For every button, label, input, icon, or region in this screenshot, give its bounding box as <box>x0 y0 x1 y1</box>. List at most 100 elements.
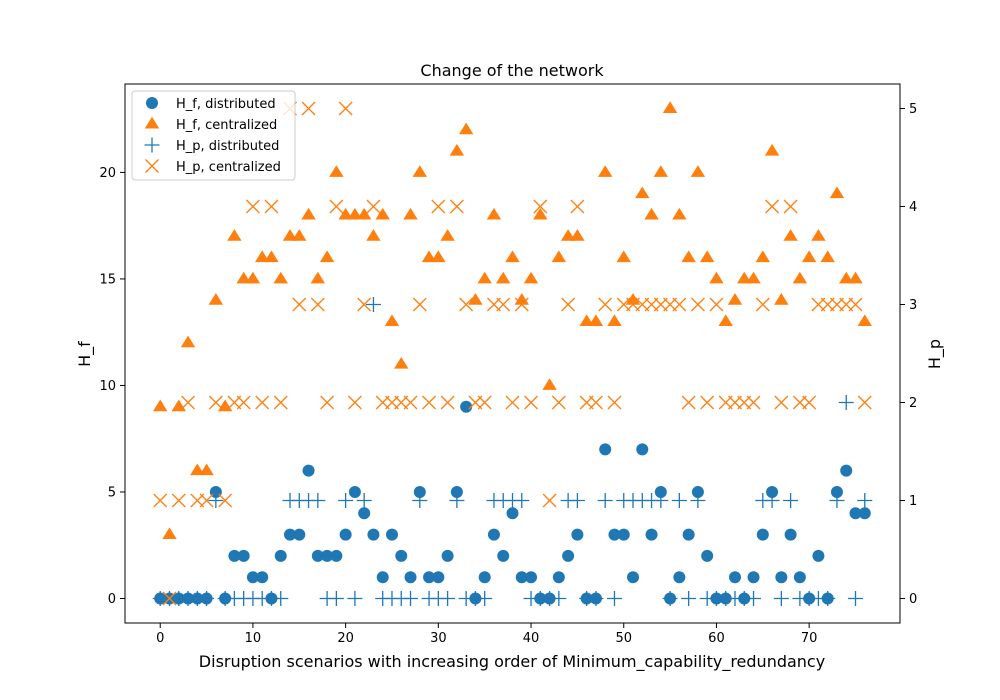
series-2-point-plus <box>551 591 567 606</box>
series-0-point-circle <box>284 528 297 541</box>
right-y-tick-label: 0 <box>909 592 917 607</box>
right-y-axis-ticks: 0 1 2 3 4 5 <box>900 102 917 607</box>
series-3-point-x <box>310 297 325 312</box>
series-0-point-circle <box>293 528 306 541</box>
series-1-point-triangle <box>662 101 678 113</box>
legend-markers <box>144 97 160 173</box>
series-1-point-triangle <box>690 165 706 177</box>
series-1-point-triangle <box>236 271 251 284</box>
series-1-point-triangle <box>644 207 659 220</box>
series-0-point-circle <box>849 507 862 520</box>
series-3-point-x <box>449 199 464 214</box>
series-0-point-circle <box>608 528 621 541</box>
x-tick-label: 30 <box>430 631 447 646</box>
series-1-point-triangle <box>551 250 567 263</box>
series-2-point-plus <box>347 591 363 606</box>
series-1-point-triangle <box>681 250 696 263</box>
series-3-point-x <box>329 199 344 214</box>
series-1-point-triangle <box>718 314 733 327</box>
series-0-point-circle <box>617 528 630 541</box>
series-0-point-circle <box>385 528 398 541</box>
series-0-point-circle <box>274 549 287 562</box>
series-0-point-circle <box>404 571 417 584</box>
series-2-point-plus <box>477 591 493 606</box>
legend-marker-x <box>145 159 159 173</box>
series-2-point-plus <box>773 591 789 606</box>
series-3-point-x <box>672 297 687 312</box>
series-2-point-plus <box>597 493 613 508</box>
series-0-point-circle <box>747 571 760 584</box>
series-1-point-triangle <box>811 229 826 241</box>
series-0-point-circle <box>237 549 250 562</box>
series-1-point-triangle <box>292 229 307 241</box>
series-3-point-x <box>561 297 576 312</box>
series-1-point-triangle <box>774 293 789 305</box>
series-3-point-x <box>570 199 585 214</box>
series-3-point-x <box>524 395 539 410</box>
x-tick-label: 70 <box>801 631 818 646</box>
series-2-point-plus <box>829 493 845 508</box>
series-2-point-plus <box>273 591 289 606</box>
left-y-axis-label: H_f <box>75 341 95 367</box>
series-1-point-triangle <box>755 250 770 263</box>
series-0-point-circle <box>812 549 825 562</box>
series-0-point-circle <box>256 571 269 584</box>
series-0-point-circle <box>348 485 361 498</box>
series-3-point-x <box>301 101 316 116</box>
series-3-point-x <box>292 297 307 312</box>
series-1-point-triangle <box>801 250 817 263</box>
series-0-point-circle <box>395 549 408 562</box>
series-1-point-triangle <box>737 271 752 284</box>
x-tick-label: 0 <box>156 631 164 646</box>
series-2-point-plus <box>356 493 372 508</box>
series-1-point-triangle <box>273 271 288 284</box>
series-0-point-circle <box>525 571 538 584</box>
series-3-point-x <box>607 395 622 410</box>
series-3-point-x <box>709 297 724 312</box>
x-tick-label: 60 <box>708 631 725 646</box>
series-3-point-x <box>588 395 603 410</box>
series-3-point-x <box>236 395 251 410</box>
series-1-point-triangle <box>820 250 835 263</box>
legend-marker-circle <box>146 97 158 109</box>
series-1-point-triangle <box>190 463 205 476</box>
legend-box <box>131 90 296 181</box>
series-1-point-triangle <box>255 250 270 263</box>
series-2-point-plus <box>328 591 344 606</box>
series-0-point-circle <box>228 549 241 562</box>
series-0-point-circle <box>673 571 686 584</box>
series-0-point-circle <box>246 571 259 584</box>
series-3-point-x <box>431 199 446 214</box>
series-0-point-circle <box>793 571 806 584</box>
series-0-point-circle <box>460 400 473 413</box>
series-0-point-circle <box>858 507 871 520</box>
series-0-point-circle <box>701 549 714 562</box>
series-2-point-plus <box>857 493 873 508</box>
series-0-point-circle <box>302 464 315 477</box>
left-y-tick-label: 20 <box>99 166 116 181</box>
series-3-point-x <box>255 395 270 410</box>
series-2-point-plus <box>449 493 465 508</box>
series-3-point-x <box>551 395 566 410</box>
series-0-point-circle <box>682 528 695 541</box>
series-0-point-circle <box>478 571 491 584</box>
series-1-point-triangle <box>264 250 279 263</box>
right-y-tick-label: 4 <box>909 200 917 215</box>
series-3-point-x <box>802 395 817 410</box>
series-0-point-circle <box>432 571 445 584</box>
series-3-point-x <box>746 395 761 410</box>
series-2-point-plus <box>588 591 604 606</box>
series-2-point-plus <box>681 591 697 606</box>
right-y-tick-label: 3 <box>909 298 917 313</box>
series-2-point-plus <box>365 297 381 312</box>
series-1-point-triangle <box>616 250 631 263</box>
series-1-point-triangle <box>394 356 409 369</box>
series-3-point-x <box>440 395 455 410</box>
series-3-point-x <box>162 591 177 606</box>
series-0-point-circle <box>654 485 667 498</box>
left-y-tick-label: 15 <box>99 272 116 287</box>
series-3-point-x <box>320 395 335 410</box>
series-1-point-triangle <box>699 250 715 263</box>
series-3-point-x <box>347 395 362 410</box>
